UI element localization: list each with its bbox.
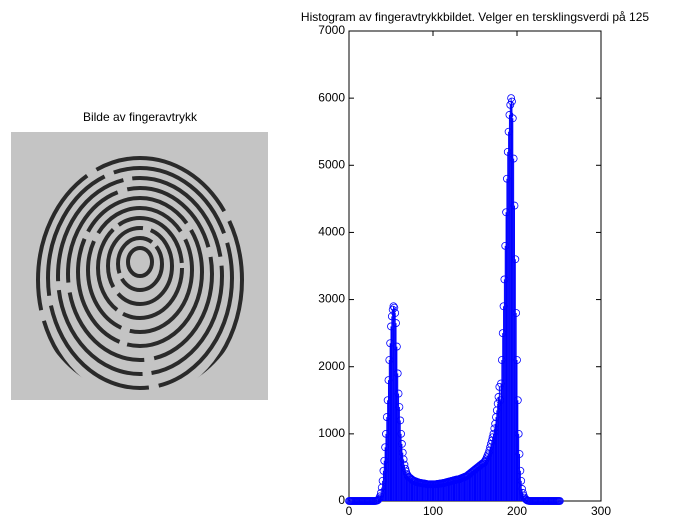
x-tick-label: 0	[346, 504, 353, 518]
stem-marker	[392, 319, 400, 327]
stem-marker	[513, 396, 522, 405]
y-tick-label: 3000	[318, 292, 345, 306]
stem-marker	[508, 114, 517, 123]
stem-marker	[508, 97, 516, 106]
y-tick-label: 7000	[318, 23, 345, 37]
stem-marker	[394, 389, 403, 398]
stem-marker	[514, 429, 523, 438]
y-tick-label: 5000	[318, 157, 345, 171]
x-tick-label: 300	[591, 504, 611, 518]
stem-marker	[507, 94, 516, 103]
stem-marker	[517, 476, 526, 485]
y-tick-label: 2000	[318, 359, 345, 373]
stem-marker	[399, 455, 408, 464]
stem-marker	[392, 342, 401, 351]
fingerprint-ridges	[36, 156, 244, 396]
stem-marker	[513, 356, 521, 364]
x-tick-label: 100	[423, 504, 443, 518]
stem-marker	[511, 255, 520, 264]
stem-marker	[397, 429, 405, 438]
stem-marker	[393, 369, 402, 378]
stem-marker	[515, 450, 524, 458]
stem-marker	[396, 416, 405, 425]
stem-marker	[555, 497, 564, 505]
y-tick-label: 1000	[318, 426, 345, 440]
stem-marker	[398, 440, 406, 448]
stem-marker	[509, 154, 518, 163]
stem-marker	[395, 403, 404, 411]
chart-title: Histogram av fingeravtrykkbildet. Velger…	[301, 10, 649, 24]
x-tick-label: 200	[507, 504, 527, 518]
y-tick-label: 0	[338, 493, 345, 507]
y-tick-label: 4000	[318, 225, 345, 239]
stem-marker	[390, 303, 399, 312]
stem-marker	[512, 309, 521, 317]
stem-marker	[391, 309, 400, 317]
image-title: Bilde av fingeravtrykk	[83, 110, 198, 124]
stem-marker	[510, 201, 519, 210]
y-tick-label: 6000	[318, 90, 345, 104]
stem-marker	[516, 466, 525, 475]
